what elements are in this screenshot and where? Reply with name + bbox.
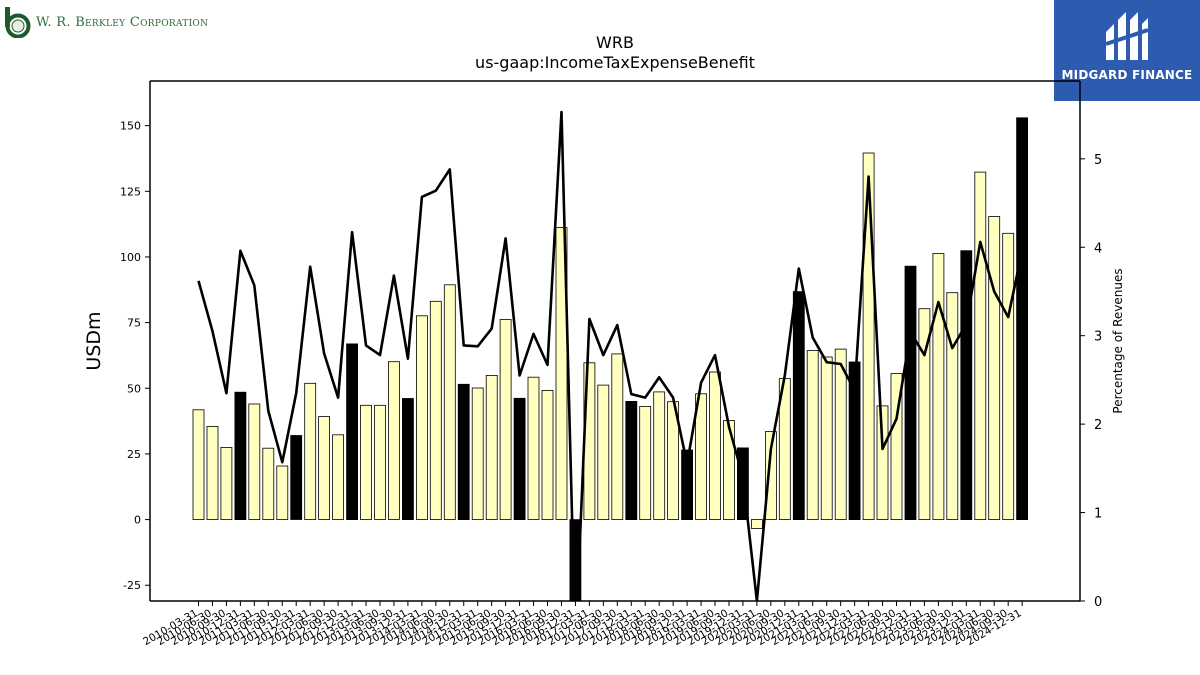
bar xyxy=(918,308,931,521)
y-tick-label: -25 xyxy=(123,579,141,592)
midgard-m-icon xyxy=(1105,12,1149,60)
bar xyxy=(262,447,275,521)
bar xyxy=(765,431,777,521)
bar xyxy=(527,376,540,520)
bar xyxy=(611,353,624,520)
bar xyxy=(806,350,819,521)
chart-title: WRB xyxy=(596,33,634,52)
bar xyxy=(876,405,889,520)
bar xyxy=(290,435,303,520)
berkley-logo: W. R. Berkley Corporation xyxy=(4,5,208,39)
bar xyxy=(276,465,289,520)
y-tick-label: 50 xyxy=(127,382,141,395)
bar xyxy=(904,265,917,521)
bar xyxy=(862,152,875,521)
bar xyxy=(429,300,442,520)
bar xyxy=(499,319,512,521)
bar xyxy=(555,227,568,520)
bar xyxy=(415,315,428,520)
bar xyxy=(192,409,205,520)
bar xyxy=(695,393,707,520)
y-axis-label: USDm xyxy=(83,311,105,370)
bar xyxy=(988,216,1001,521)
bar xyxy=(387,361,400,520)
bar xyxy=(471,387,484,521)
bar xyxy=(360,404,372,520)
y2-tick-label: 2 xyxy=(1094,418,1102,433)
bar xyxy=(374,404,386,520)
bar xyxy=(639,405,652,520)
bar xyxy=(932,253,945,520)
y-tick-label: 75 xyxy=(127,317,141,330)
y2-tick-label: 5 xyxy=(1094,153,1102,168)
midgard-finance-logo: MIDGARD FINANCE xyxy=(1054,0,1200,101)
bar xyxy=(834,348,847,520)
bar xyxy=(234,391,247,521)
y2-tick-label: 1 xyxy=(1094,507,1102,522)
y-tick-label: 25 xyxy=(127,448,141,461)
bar xyxy=(974,171,987,521)
y2-axis-label: Percentage of Revenues xyxy=(1111,268,1125,413)
bar xyxy=(820,356,833,521)
bar xyxy=(960,250,973,520)
y-tick-label: 0 xyxy=(134,514,141,527)
bar xyxy=(332,434,345,520)
bar xyxy=(653,391,666,520)
chart-subtitle: us-gaap:IncomeTaxExpenseBenefit xyxy=(475,53,755,72)
bar xyxy=(1016,117,1028,520)
bar xyxy=(304,382,317,520)
y-tick-label: 100 xyxy=(120,251,141,264)
bar xyxy=(569,519,582,601)
bar xyxy=(248,403,261,520)
bar xyxy=(220,446,233,520)
bar xyxy=(457,383,470,520)
company-name: W. R. Berkley Corporation xyxy=(36,14,209,30)
bar xyxy=(751,519,763,529)
bar xyxy=(513,397,526,520)
bar xyxy=(890,373,903,521)
bar xyxy=(443,284,456,520)
bar xyxy=(723,420,735,521)
bar xyxy=(346,343,359,520)
bar xyxy=(1002,232,1015,520)
bar xyxy=(709,371,721,521)
bar xyxy=(206,425,219,520)
bar xyxy=(485,374,498,520)
y-tick-label: 125 xyxy=(120,185,141,198)
y2-tick-label: 3 xyxy=(1094,330,1102,345)
bar xyxy=(681,449,693,520)
berkley-seal-icon xyxy=(5,7,31,38)
bar-series xyxy=(192,117,1028,601)
bar xyxy=(848,361,861,521)
partner-name: MIDGARD FINANCE xyxy=(1061,68,1193,82)
bar xyxy=(792,291,805,521)
y2-tick-label: 0 xyxy=(1094,595,1102,610)
y2-tick-label: 4 xyxy=(1094,241,1102,256)
bar xyxy=(401,398,414,520)
bar xyxy=(541,389,554,520)
bar xyxy=(318,416,331,520)
pct-of-revenues-line xyxy=(197,110,1024,601)
y-tick-label: 150 xyxy=(120,120,141,133)
bar xyxy=(946,292,959,521)
bar xyxy=(625,400,638,520)
bar xyxy=(597,384,610,521)
